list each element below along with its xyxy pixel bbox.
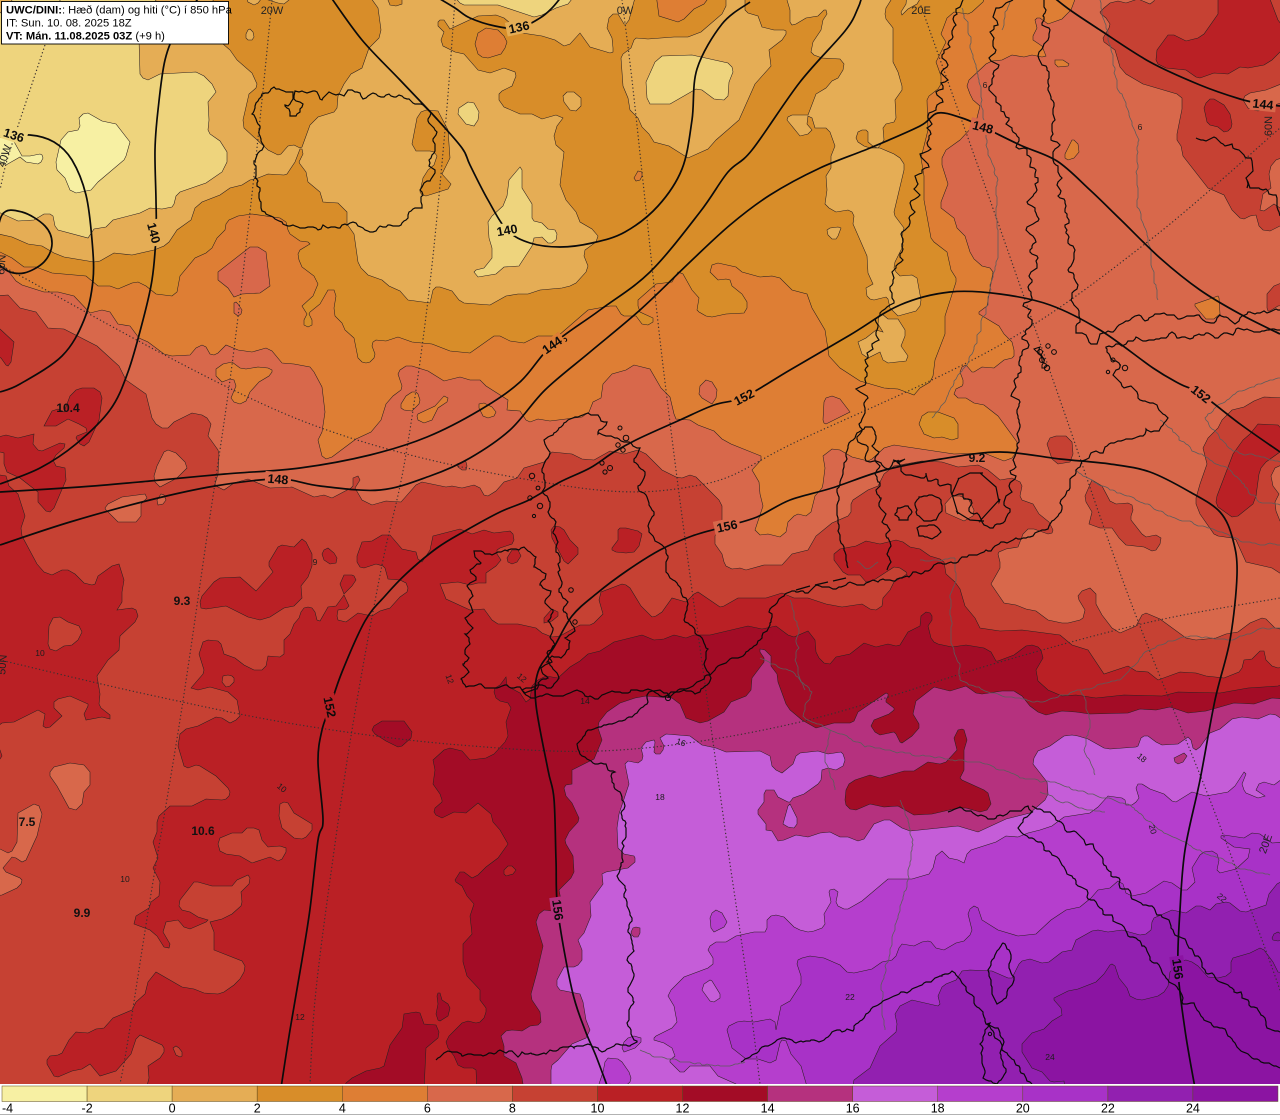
svg-text:144: 144 <box>1252 96 1274 112</box>
svg-text:14: 14 <box>761 1102 775 1116</box>
svg-text:156: 156 <box>1169 958 1186 981</box>
svg-text:10: 10 <box>591 1102 605 1116</box>
svg-text:24: 24 <box>1186 1102 1200 1116</box>
svg-text:20: 20 <box>1016 1102 1030 1116</box>
svg-text:12: 12 <box>295 1012 305 1022</box>
svg-text:152: 152 <box>320 695 338 718</box>
svg-text:6: 6 <box>424 1102 431 1116</box>
svg-text:6: 6 <box>1138 122 1143 132</box>
svg-text:4: 4 <box>339 1102 346 1116</box>
svg-text:148: 148 <box>267 472 289 488</box>
svg-text:-4: -4 <box>2 1102 13 1116</box>
svg-text:14: 14 <box>580 696 590 706</box>
svg-text:10.4: 10.4 <box>56 401 80 415</box>
svg-text:8: 8 <box>509 1102 516 1116</box>
svg-text:22: 22 <box>845 992 855 1002</box>
svg-text:0W: 0W <box>617 5 634 17</box>
svg-text:50N: 50N <box>0 654 10 675</box>
svg-text:140: 140 <box>144 221 163 245</box>
svg-text:140: 140 <box>496 222 519 239</box>
svg-text:136: 136 <box>507 18 530 36</box>
svg-text:148: 148 <box>971 118 995 137</box>
svg-text:IT: Sun. 10. 08. 2025 18Z: IT: Sun. 10. 08. 2025 18Z <box>6 18 132 30</box>
svg-text:-2: -2 <box>82 1102 93 1116</box>
svg-text:16: 16 <box>846 1102 860 1116</box>
svg-text:136: 136 <box>2 126 26 146</box>
svg-text:9.2: 9.2 <box>969 451 986 465</box>
svg-text:18: 18 <box>655 792 665 802</box>
svg-text:60N: 60N <box>0 254 9 275</box>
svg-text:9.9: 9.9 <box>74 906 91 920</box>
svg-text:20W: 20W <box>261 5 284 17</box>
svg-text:9: 9 <box>313 557 318 567</box>
svg-text:2: 2 <box>254 1102 261 1116</box>
svg-text:UWC/DINI:: Hæð (dam) og hiti (: UWC/DINI:: Hæð (dam) og hiti (°C) í 850 … <box>6 5 233 17</box>
svg-text:10: 10 <box>35 648 45 658</box>
svg-text:7.5: 7.5 <box>19 815 36 829</box>
svg-text:VT: Mán. 11.08.2025 03Z (+9 h): VT: Mán. 11.08.2025 03Z (+9 h) <box>6 31 165 43</box>
svg-text:12: 12 <box>676 1102 690 1116</box>
svg-text:60N: 60N <box>1263 116 1275 136</box>
svg-text:12: 12 <box>444 673 457 686</box>
svg-text:20E: 20E <box>911 5 931 17</box>
svg-text:22: 22 <box>1101 1102 1115 1116</box>
svg-text:16: 16 <box>675 736 688 749</box>
svg-text:156: 156 <box>549 899 566 922</box>
svg-text:10: 10 <box>120 874 130 884</box>
svg-text:0: 0 <box>169 1102 176 1116</box>
svg-text:9.3: 9.3 <box>174 594 191 608</box>
svg-text:20: 20 <box>1147 823 1159 835</box>
svg-text:18: 18 <box>931 1102 945 1116</box>
svg-text:24: 24 <box>1045 1052 1055 1062</box>
svg-text:6: 6 <box>983 80 988 90</box>
svg-text:156: 156 <box>715 517 738 535</box>
svg-text:10.6: 10.6 <box>191 824 215 838</box>
